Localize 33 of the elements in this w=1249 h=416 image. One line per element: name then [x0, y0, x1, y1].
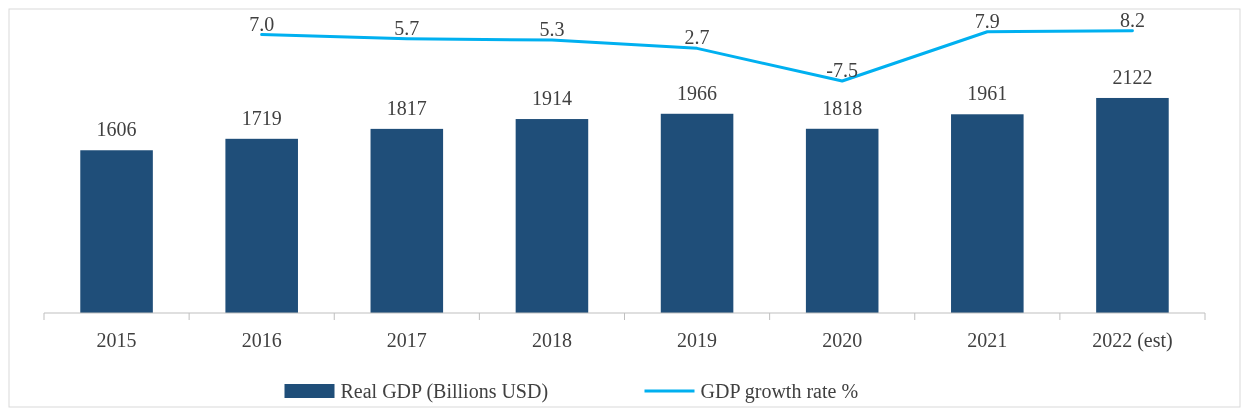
data-label: 5.3 — [539, 18, 565, 41]
x-tick-label: 2015 — [96, 329, 137, 351]
data-label: 1817 — [386, 96, 427, 119]
bar — [225, 138, 298, 313]
x-tick-label: 2017 — [386, 329, 427, 351]
bar — [805, 128, 879, 313]
data-label: -7.5 — [826, 59, 859, 81]
x-tick-label: 2018 — [531, 329, 572, 351]
data-label: 1818 — [822, 96, 863, 119]
x-tick-label: 2019 — [677, 329, 718, 351]
data-label: 1719 — [241, 106, 282, 129]
data-label: 1966 — [677, 81, 718, 104]
data-label: 8.2 — [1119, 8, 1145, 31]
data-label: 1606 — [96, 118, 137, 141]
bar — [1096, 97, 1169, 313]
x-tick-label: 2022 (est) — [1092, 329, 1173, 352]
x-tick-label: 2021 — [967, 329, 1008, 351]
bar — [515, 119, 589, 313]
legend-label: Real GDP (Billions USD) — [340, 380, 549, 403]
legend-label: GDP growth rate % — [700, 380, 859, 403]
bar — [80, 150, 153, 313]
data-label: 1914 — [531, 87, 572, 110]
data-label: 7.0 — [249, 12, 275, 35]
bar — [660, 113, 734, 313]
bar — [370, 128, 444, 313]
data-label: 7.9 — [974, 9, 1000, 32]
data-label: 2.7 — [684, 26, 710, 49]
bar — [951, 114, 1024, 313]
data-label: 5.7 — [394, 16, 420, 39]
x-tick-label: 2016 — [241, 329, 282, 351]
x-tick-label: 2020 — [822, 329, 863, 351]
data-label: 1961 — [967, 82, 1008, 105]
data-label: 2122 — [1112, 65, 1153, 88]
